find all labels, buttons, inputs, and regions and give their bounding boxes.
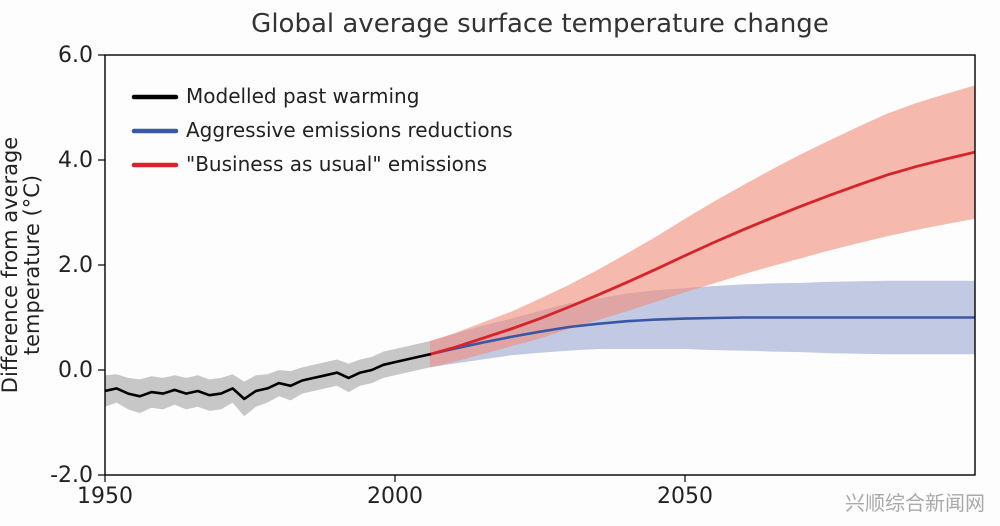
y-tick-label: 0.0 xyxy=(58,358,93,383)
legend-label: "Business as usual" emissions xyxy=(186,152,487,176)
x-tick-label: 2000 xyxy=(367,484,423,509)
chart-svg: Global average surface temperature chang… xyxy=(0,0,1000,526)
temperature-chart: Global average surface temperature chang… xyxy=(0,0,1000,526)
legend-label: Aggressive emissions reductions xyxy=(186,118,513,142)
y-tick-label: 6.0 xyxy=(58,43,93,68)
legend-label: Modelled past warming xyxy=(186,84,419,108)
x-tick-label: 2050 xyxy=(657,484,713,509)
chart-bg xyxy=(0,0,1000,526)
y-tick-label: 2.0 xyxy=(58,253,93,278)
x-tick-label: 1950 xyxy=(77,484,133,509)
chart-title: Global average surface temperature chang… xyxy=(251,9,829,39)
y-tick-label: 4.0 xyxy=(58,148,93,173)
watermark: 兴顺综合新闻网 xyxy=(845,487,985,516)
y-axis-label: Difference from averagetemperature (°C) xyxy=(0,137,44,393)
